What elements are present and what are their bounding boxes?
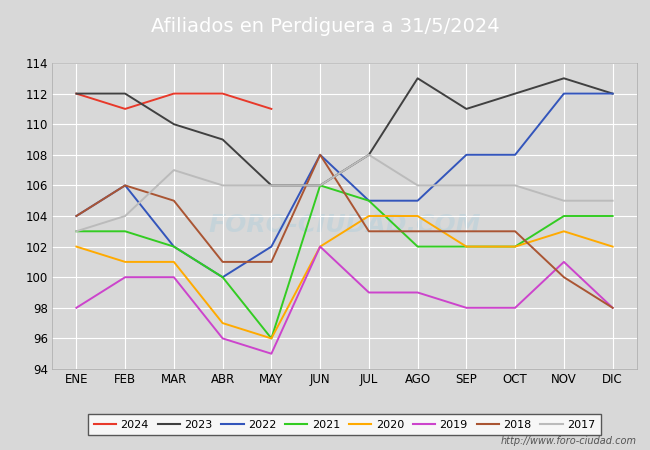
Text: FORO-CIUDAD.COM: FORO-CIUDAD.COM: [208, 213, 481, 237]
Text: Afiliados en Perdiguera a 31/5/2024: Afiliados en Perdiguera a 31/5/2024: [151, 18, 499, 36]
Text: http://www.foro-ciudad.com: http://www.foro-ciudad.com: [501, 436, 637, 446]
Legend: 2024, 2023, 2022, 2021, 2020, 2019, 2018, 2017: 2024, 2023, 2022, 2021, 2020, 2019, 2018…: [88, 414, 601, 436]
